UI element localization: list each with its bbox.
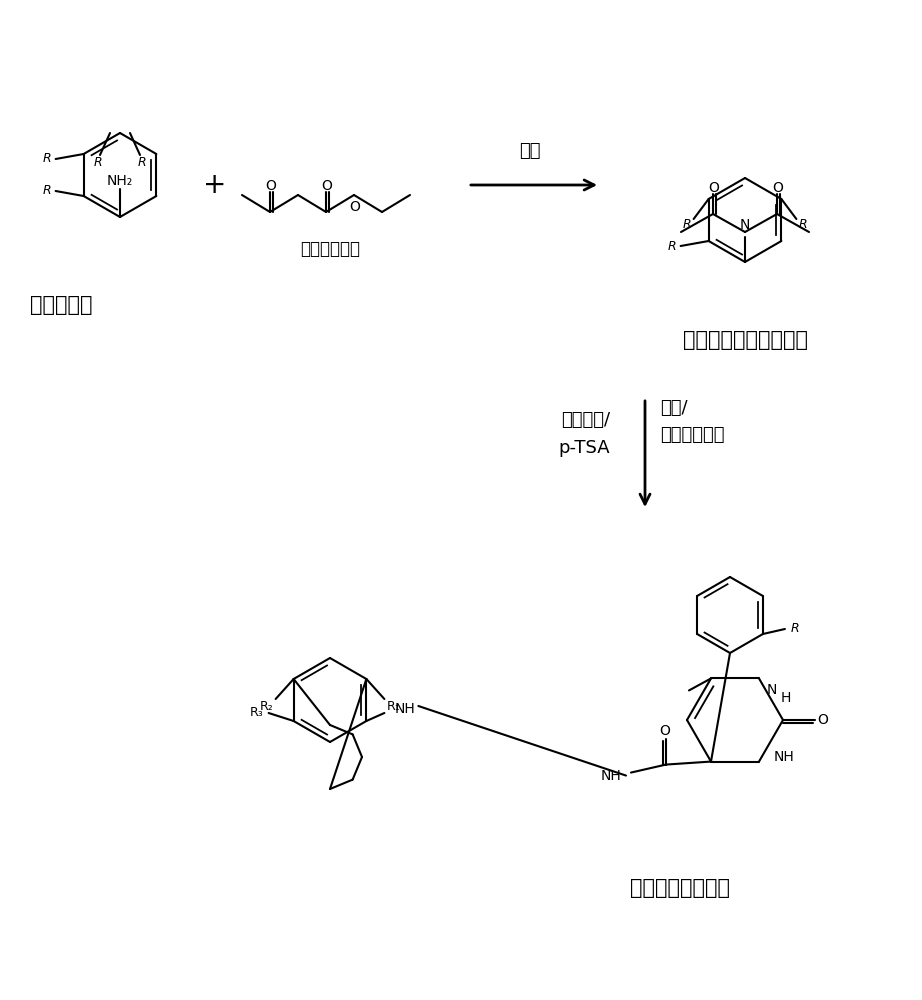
Text: 取代的苯胺: 取代的苯胺 bbox=[30, 295, 92, 315]
Text: O: O bbox=[322, 179, 333, 193]
Text: 取代的乙酰乙酰替苯胺: 取代的乙酰乙酰替苯胺 bbox=[682, 330, 808, 350]
Text: O: O bbox=[773, 181, 784, 195]
Text: R₁: R₁ bbox=[386, 700, 400, 714]
Text: 无水乙醇/: 无水乙醇/ bbox=[561, 411, 610, 429]
Text: O: O bbox=[818, 713, 829, 727]
Text: O: O bbox=[709, 181, 719, 195]
Text: R: R bbox=[94, 156, 102, 169]
Text: O: O bbox=[266, 179, 277, 193]
Text: R: R bbox=[43, 184, 52, 198]
Text: 甲苯: 甲苯 bbox=[519, 142, 540, 160]
Text: R₃: R₃ bbox=[250, 706, 264, 720]
Text: 取代的四氢嘴啼酯: 取代的四氢嘴啼酯 bbox=[630, 878, 730, 898]
Text: NH: NH bbox=[395, 702, 415, 716]
Text: 乙酰乙酸乙酯: 乙酰乙酸乙酯 bbox=[300, 240, 360, 258]
Text: R: R bbox=[683, 219, 692, 232]
Text: NH: NH bbox=[774, 750, 795, 764]
Text: R: R bbox=[137, 156, 147, 169]
Text: R: R bbox=[668, 239, 677, 252]
Text: R: R bbox=[791, 622, 799, 636]
Text: p-TSA: p-TSA bbox=[559, 439, 610, 457]
Text: H: H bbox=[781, 691, 791, 705]
Text: N: N bbox=[739, 218, 751, 232]
Text: +: + bbox=[204, 171, 227, 199]
Text: R: R bbox=[43, 152, 52, 165]
Text: 尿素/: 尿素/ bbox=[660, 399, 688, 417]
Text: NH₂: NH₂ bbox=[107, 174, 133, 188]
Text: NH: NH bbox=[600, 769, 621, 783]
Text: O: O bbox=[659, 724, 670, 738]
Text: 取代的苯甲醒: 取代的苯甲醒 bbox=[660, 426, 725, 444]
Text: R: R bbox=[798, 219, 807, 232]
Text: R₂: R₂ bbox=[260, 700, 274, 714]
Text: N: N bbox=[767, 683, 777, 697]
Text: O: O bbox=[349, 200, 361, 214]
